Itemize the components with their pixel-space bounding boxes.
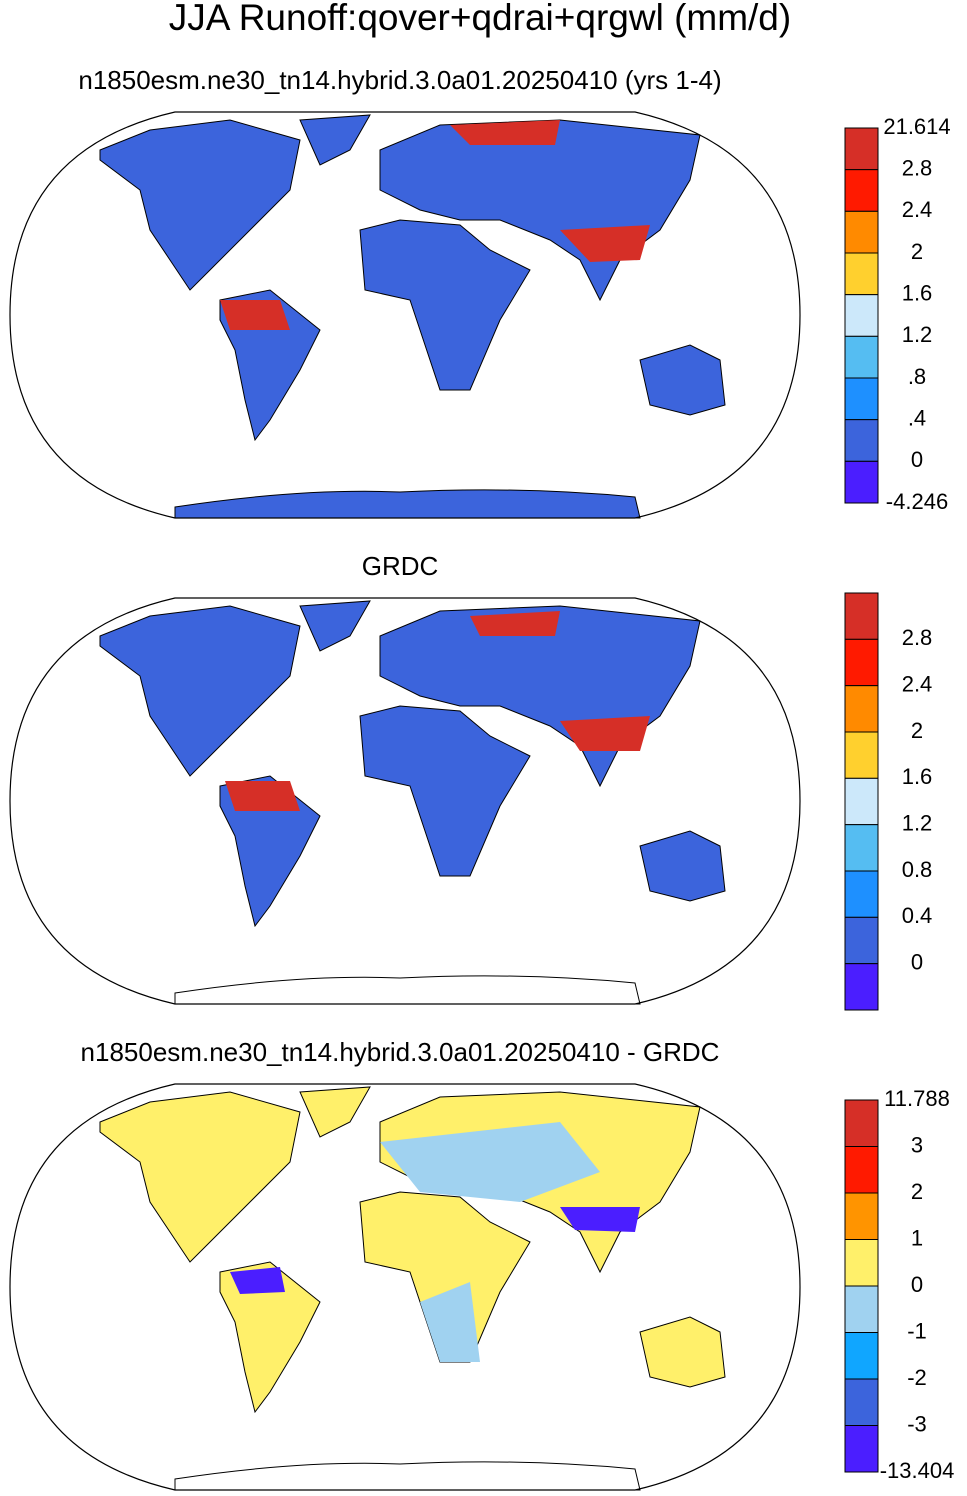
colorbar-label: 0 bbox=[911, 447, 923, 472]
colorbar-label: 2 bbox=[911, 1179, 923, 1204]
colorbar-label: 1 bbox=[911, 1225, 923, 1250]
high-runoff bbox=[220, 120, 650, 330]
colorbar-box bbox=[844, 210, 879, 254]
colorbar-label: .8 bbox=[908, 364, 926, 389]
colorbar-box bbox=[844, 592, 879, 640]
colorbar-box bbox=[844, 685, 879, 733]
colorbar-label: 0.4 bbox=[902, 903, 933, 928]
colorbar-label: 0 bbox=[911, 1272, 923, 1297]
land bbox=[99, 1086, 726, 1413]
land bbox=[174, 489, 641, 519]
colorbar-box bbox=[844, 824, 879, 872]
colorbar-box bbox=[844, 127, 879, 171]
colorbar-label: 0 bbox=[911, 949, 923, 974]
colorbar-box bbox=[844, 638, 879, 687]
colorbar-label: -2 bbox=[907, 1365, 927, 1390]
colorbar-box bbox=[844, 419, 879, 462]
colorbar-box bbox=[844, 870, 879, 918]
colorbar-box bbox=[844, 377, 879, 421]
colorbar-box bbox=[844, 1239, 879, 1287]
colorbar-label: 2.8 bbox=[902, 155, 933, 180]
land bbox=[99, 600, 726, 927]
colorbar-label: 1.6 bbox=[902, 280, 933, 305]
map-panel: GRDC bbox=[9, 551, 801, 1005]
colorbar-label: 0.8 bbox=[902, 857, 933, 882]
colorbar-label: 2.4 bbox=[902, 671, 933, 696]
map-panel: n1850esm.ne30_tn14.hybrid.3.0a01.2025041… bbox=[9, 1037, 801, 1491]
colorbar-label: -4.246 bbox=[886, 489, 948, 514]
colorbar-box bbox=[844, 169, 879, 212]
colorbar-label: 21.614 bbox=[883, 114, 950, 139]
panel-subtitle: n1850esm.ne30_tn14.hybrid.3.0a01.2025041… bbox=[78, 65, 721, 95]
panel-subtitle: n1850esm.ne30_tn14.hybrid.3.0a01.2025041… bbox=[81, 1037, 720, 1067]
colorbar-label: 1.2 bbox=[902, 810, 933, 835]
colorbar-label: 11.788 bbox=[884, 1086, 950, 1111]
colorbar-label: -3 bbox=[907, 1411, 927, 1436]
land bbox=[174, 975, 641, 1005]
colorbar-box bbox=[844, 252, 879, 296]
colorbar-label: 2.8 bbox=[902, 625, 933, 650]
colorbar-label: 1.6 bbox=[902, 764, 933, 789]
colorbar-box bbox=[844, 294, 879, 337]
colorbar-box bbox=[844, 1099, 879, 1147]
map-panel: n1850esm.ne30_tn14.hybrid.3.0a01.2025041… bbox=[9, 65, 801, 519]
colorbar-box bbox=[844, 1425, 879, 1473]
land bbox=[99, 114, 726, 441]
colorbar-label: 1.2 bbox=[902, 322, 933, 347]
mid-runoff bbox=[380, 1122, 600, 1362]
colorbar-label: -13.404 bbox=[880, 1458, 955, 1483]
colorbar-box bbox=[844, 963, 879, 1011]
colorbar-label: .4 bbox=[908, 405, 926, 430]
colorbar-label: 2 bbox=[911, 239, 923, 264]
low-runoff bbox=[230, 1207, 640, 1294]
colorbar-box bbox=[844, 335, 879, 379]
land bbox=[174, 1461, 641, 1491]
colorbar-label: 2.4 bbox=[902, 197, 933, 222]
colorbar-box bbox=[844, 731, 879, 779]
colorbar-box bbox=[844, 1192, 879, 1240]
high-runoff bbox=[225, 611, 650, 811]
colorbar-box bbox=[844, 916, 879, 965]
colorbar-box bbox=[844, 1332, 879, 1380]
colorbar-box bbox=[844, 777, 879, 826]
colorbar-label: 2 bbox=[911, 718, 923, 743]
colorbar-box bbox=[844, 460, 879, 504]
figure-title: JJA Runoff:qover+qdrai+qrgwl (mm/d) bbox=[169, 0, 791, 38]
colorbar-box bbox=[844, 1146, 879, 1194]
panel-subtitle: GRDC bbox=[362, 551, 439, 581]
colorbar-box bbox=[844, 1285, 879, 1333]
colorbar-box bbox=[844, 1378, 879, 1426]
colorbar-label: 3 bbox=[911, 1132, 923, 1157]
colorbar-label: -1 bbox=[907, 1318, 927, 1343]
